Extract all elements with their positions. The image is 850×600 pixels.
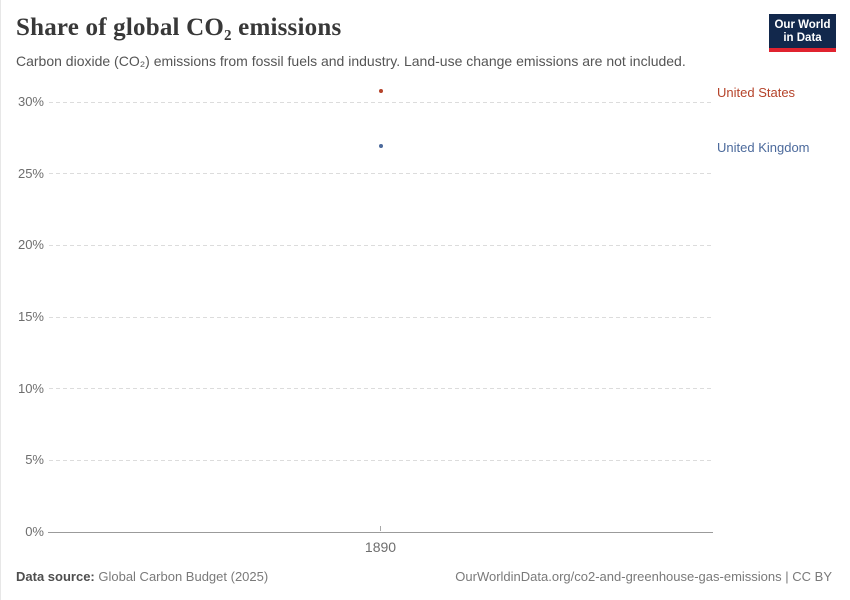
y-tick-label: 20% — [17, 237, 44, 253]
footer-attribution: OurWorldinData.org/co2-and-greenhouse-ga… — [455, 569, 832, 584]
owid-logo[interactable]: Our World in Data — [769, 14, 836, 52]
y-tick-label: 5% — [25, 452, 44, 468]
data-source-label: Data source: — [16, 569, 95, 584]
owid-logo-box: Our World in Data — [769, 14, 836, 48]
footer-url-link[interactable]: OurWorldinData.org/co2-and-greenhouse-ga… — [455, 569, 782, 584]
series-label-united-states[interactable]: United States — [717, 84, 796, 100]
gridline — [49, 173, 712, 175]
data-point-united-states[interactable] — [378, 88, 383, 93]
page-title: Share of global CO₂ emissions — [16, 14, 342, 41]
owid-logo-accent — [769, 48, 836, 52]
owid-logo-line1: Our World — [774, 18, 831, 31]
footer-license: | CC BY — [781, 569, 832, 584]
data-source-value: Global Carbon Budget (2025) — [94, 569, 269, 584]
x-axis-line — [48, 531, 713, 533]
y-tick-label: 10% — [17, 380, 44, 396]
x-tick-label: 1890 — [364, 539, 397, 555]
data-source-note: Data source: Global Carbon Budget (2025) — [16, 569, 268, 584]
y-tick-label: 0% — [25, 524, 44, 539]
data-point-united-kingdom[interactable] — [378, 144, 383, 149]
gridline — [49, 388, 712, 390]
series-label-united-kingdom[interactable]: United Kingdom — [717, 140, 810, 156]
y-tick-label: 30% — [17, 94, 44, 109]
owid-logo-line2: in Data — [783, 31, 822, 44]
x-tick-mark — [380, 526, 381, 531]
chart-subtitle: Carbon dioxide (CO₂) emissions from foss… — [16, 53, 686, 69]
gridline — [49, 101, 712, 103]
gridline — [49, 244, 712, 246]
gridline — [49, 459, 712, 461]
y-tick-label: 25% — [17, 165, 44, 181]
y-tick-label: 15% — [17, 309, 44, 324]
chart-footer: Data source: Global Carbon Budget (2025)… — [16, 569, 832, 584]
gridline — [49, 316, 712, 318]
